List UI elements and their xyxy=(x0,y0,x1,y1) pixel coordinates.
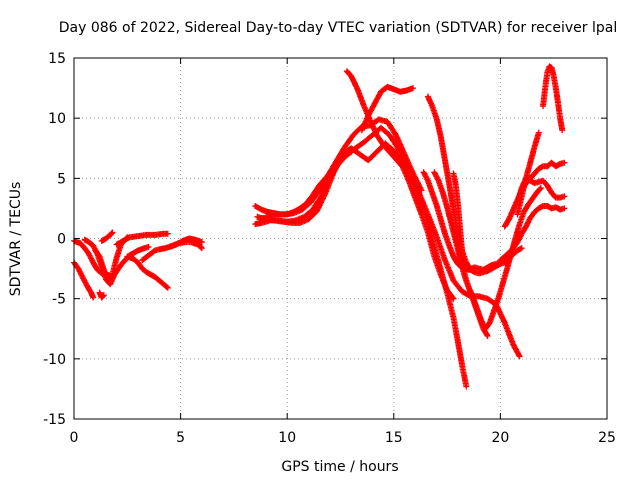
series-track-21 xyxy=(446,211,491,339)
series-track-7 xyxy=(113,230,171,248)
series-track-16 xyxy=(358,83,416,134)
series-track-13 xyxy=(254,140,523,360)
y-tick-label: -15 xyxy=(43,412,66,428)
grid xyxy=(74,58,607,419)
marker-path xyxy=(446,211,491,339)
series-track-23 xyxy=(497,203,568,264)
series-track-10 xyxy=(166,235,205,250)
series-track-9 xyxy=(139,239,205,264)
x-axis-title: GPS time / hours xyxy=(281,459,398,475)
marker-path xyxy=(124,253,171,291)
y-tick-label: 10 xyxy=(48,111,66,127)
marker-path xyxy=(252,124,470,390)
x-tick-label: 20 xyxy=(491,430,509,446)
series-track-15 xyxy=(343,68,457,302)
chart-title: Day 086 of 2022, Sidereal Day-to-day VTE… xyxy=(59,20,617,36)
series-track-25 xyxy=(514,129,542,218)
marker-path xyxy=(98,229,116,244)
y-tick-label: 15 xyxy=(48,51,66,67)
x-tick-label: 5 xyxy=(176,430,185,446)
y-tick-label: -5 xyxy=(52,292,66,308)
marker-path xyxy=(166,235,205,250)
marker-path xyxy=(497,203,568,264)
x-tick-label: 25 xyxy=(598,430,616,446)
plot-frame xyxy=(73,57,608,420)
series-track-26 xyxy=(540,63,566,134)
series-track-6 xyxy=(96,289,107,301)
y-tick-label: 5 xyxy=(57,171,66,187)
axes: 0 5 10 15 20 25 -15 -10 -5 0 5 10 15 xyxy=(43,51,616,446)
marker-path xyxy=(254,140,523,360)
x-tick-label: 10 xyxy=(278,430,296,446)
series-track-14 xyxy=(256,116,425,223)
y-axis-title: SDTVAR / TECUs xyxy=(8,182,24,297)
marker-path xyxy=(139,239,205,264)
data-markers xyxy=(71,63,568,390)
series-track-8 xyxy=(124,253,171,291)
y-tick-label: -10 xyxy=(43,352,66,368)
x-tick-label: 15 xyxy=(385,430,403,446)
marker-path xyxy=(540,63,566,134)
series-track-5 xyxy=(98,229,116,244)
marker-path xyxy=(256,116,425,223)
marker-path xyxy=(358,83,416,134)
marker-path xyxy=(113,230,171,248)
x-tick-label: 0 xyxy=(70,430,79,446)
marker-path xyxy=(343,68,457,302)
y-tick-label: 0 xyxy=(57,232,66,248)
marker-path xyxy=(514,129,542,218)
marker-path xyxy=(96,289,107,301)
series-track-12 xyxy=(252,124,470,390)
